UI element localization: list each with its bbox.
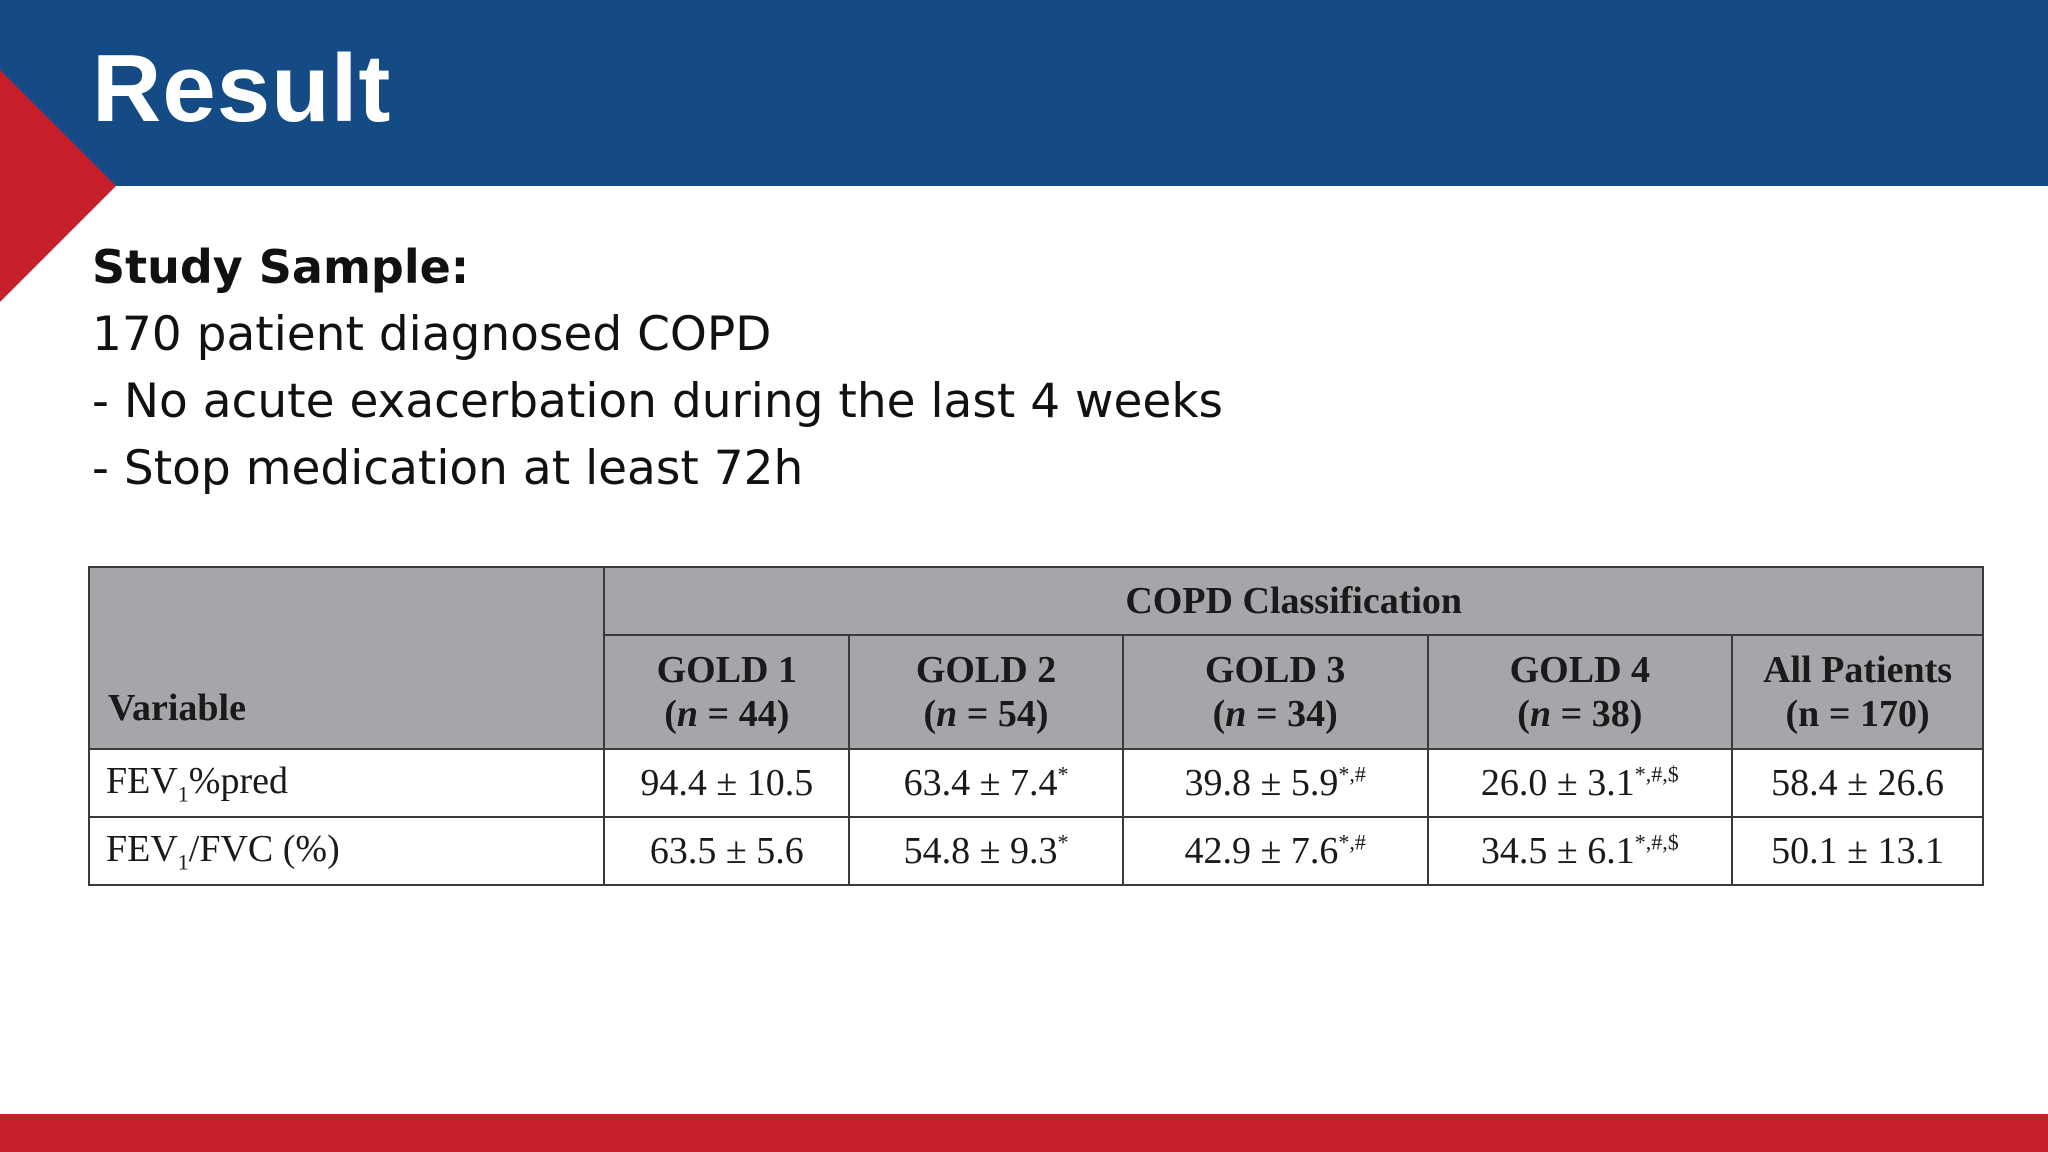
- column-n: (n = 54): [923, 693, 1049, 735]
- column-n: (n = 170): [1785, 693, 1930, 735]
- value-cell: 34.5 ± 6.1*,#,$: [1426, 816, 1734, 886]
- column-label: GOLD 2: [915, 649, 1057, 691]
- value-cell: 54.8 ± 9.3*: [848, 816, 1124, 886]
- column-header-gold-3: GOLD 3 (n = 34): [1121, 634, 1429, 750]
- sample-line-3: - Stop medication at least 72h: [92, 441, 804, 496]
- column-label: GOLD 4: [1509, 649, 1651, 691]
- red-accent-triangle: [0, 70, 116, 302]
- copd-classification-header: COPD Classification: [603, 566, 1984, 636]
- value-cell: 63.5 ± 5.6: [603, 816, 851, 886]
- column-n: (n = 38): [1517, 693, 1643, 735]
- value-cell: 94.4 ± 10.5: [603, 748, 851, 818]
- table-row: FEV1/FVC (%) 63.5 ± 5.6 54.8 ± 9.3* 42.9…: [87, 816, 1984, 886]
- variable-header: Variable: [87, 566, 606, 750]
- sample-line-2: - No acute exacerbation during the last …: [92, 374, 1224, 429]
- study-sample-heading: Study Sample:: [92, 240, 470, 294]
- value-cell: 58.4 ± 26.6: [1731, 748, 1984, 818]
- slide-title: Result: [92, 35, 392, 142]
- value-cell: 26.0 ± 3.1*,#,$: [1426, 748, 1734, 818]
- column-header-gold-4: GOLD 4 (n = 38): [1426, 634, 1734, 750]
- value-cell: 50.1 ± 13.1: [1731, 816, 1984, 886]
- value-cell: 63.4 ± 7.4*: [848, 748, 1124, 818]
- column-n: (n = 44): [664, 693, 790, 735]
- value-cell: 39.8 ± 5.9*,#: [1121, 748, 1429, 818]
- variable-cell: FEV1/FVC (%): [87, 816, 606, 886]
- table-row: FEV1%pred 94.4 ± 10.5 63.4 ± 7.4* 39.8 ±…: [87, 748, 1984, 818]
- sample-line-1: 170 patient diagnosed COPD: [92, 307, 772, 362]
- bottom-accent-bar: [0, 1114, 2048, 1152]
- column-label: GOLD 3: [1204, 649, 1346, 691]
- column-label: GOLD 1: [656, 649, 797, 691]
- variable-cell: FEV1%pred: [87, 748, 606, 818]
- copd-classification-table: Variable COPD Classification GOLD 1 (n =…: [87, 566, 1984, 886]
- header-band: [0, 0, 2048, 186]
- value-cell: 42.9 ± 7.6*,#: [1121, 816, 1429, 886]
- column-label: All Patients: [1763, 649, 1953, 691]
- study-sample-text: Study Sample: 170 patient diagnosed COPD…: [92, 234, 1223, 502]
- column-header-all-patients: All Patients (n = 170): [1731, 634, 1984, 750]
- column-header-gold-1: GOLD 1 (n = 44): [603, 634, 851, 750]
- column-header-gold-2: GOLD 2 (n = 54): [848, 634, 1124, 750]
- column-n: (n = 34): [1212, 693, 1338, 735]
